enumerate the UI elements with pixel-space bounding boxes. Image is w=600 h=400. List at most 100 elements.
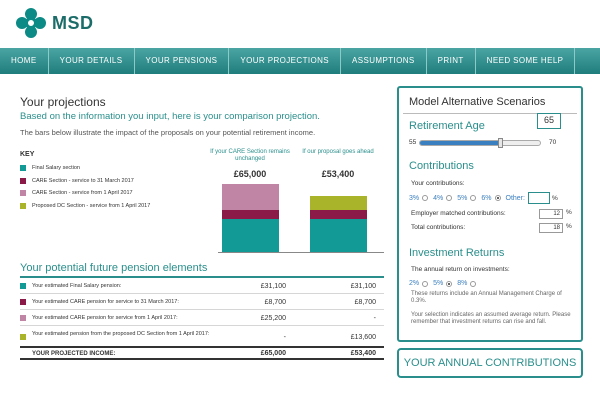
elements-title: Your potential future pension elements [20,262,208,274]
row-value-unchanged: £25,200 [260,315,286,322]
elements-divider [20,276,384,278]
row-label: Your estimated CARE pension for service … [32,315,178,321]
chart-bar-unchanged [222,184,279,252]
row-value-unchanged: £31,100 [260,283,286,290]
nav-your-pensions[interactable]: YOUR PENSIONS [135,48,230,74]
key-swatch-care-from-2017 [20,190,26,197]
nav-your-projections[interactable]: YOUR PROJECTIONS [229,48,342,74]
row-label: Your estimated pension from the proposed… [32,331,210,337]
annual-return-label: The annual return on investments: [411,266,510,273]
chart-total-proposal: £53,400 [321,169,355,179]
charge-note: These returns include an Annual Manageme… [411,291,562,304]
slider-thumb[interactable] [498,138,503,148]
total-contributions-label: Total contributions: [411,224,466,231]
return-option-5[interactable]: 5% [433,280,453,287]
radio-icon[interactable] [470,195,477,201]
contribution-option-6[interactable]: 6% [481,194,501,202]
row-swatch [20,334,26,340]
contribution-option-5[interactable]: 5% [457,195,477,202]
row-value-proposal: £13,600 [350,334,376,341]
row-swatch [20,315,26,321]
main-nav: HOME YOUR DETAILS YOUR PENSIONS YOUR PRO… [0,48,600,74]
row-label: Your estimated Final Salary pension: [32,283,122,289]
retirement-age-heading: Retirement Age [409,120,485,132]
bar-segment-care-from-2017 [222,184,279,211]
contribution-option-4[interactable]: 4% [433,194,453,202]
intro-text: The bars below illustrate the impact of … [20,128,316,137]
slider-max-label: 70 [549,139,557,146]
contribution-option-3[interactable]: 3% [409,194,429,202]
bar-segment-final-salary [310,219,367,252]
contributions-heading: Contributions [409,160,474,172]
nav-need-some-help[interactable]: NEED SOME HELP [476,48,576,74]
row-value-proposal: - [373,315,376,322]
key-swatch-final-salary [20,165,26,172]
nav-your-details[interactable]: YOUR DETAILS [49,48,135,74]
nav-home[interactable]: HOME [0,48,49,74]
row-value-unchanged: £8,700 [264,299,286,306]
option-label: 5% [433,280,444,287]
key-list: Final Salary section CARE Section - serv… [20,162,220,212]
contribution-options: 3% 4% 5% 6% Other: % [409,192,563,204]
radio-icon[interactable] [422,195,429,201]
percent-sign: % [566,223,572,230]
percent-sign: % [566,209,572,216]
radio-selected-icon[interactable] [446,280,453,287]
total-contributions-value: 18 [539,223,563,233]
contribution-option-other[interactable]: Other: % [506,192,558,204]
key-item: Proposed DC Section - service from 1 Apr… [20,200,220,213]
header: MSD [0,0,600,48]
option-label: 2% [409,280,420,287]
msd-logo[interactable]: MSD [16,8,94,38]
return-option-8[interactable]: 8% [457,280,477,287]
other-contribution-input[interactable] [527,192,550,204]
total-value-proposal: £53,400 [350,350,376,357]
elements-table: Your estimated Final Salary pension: £31… [20,278,384,348]
row-swatch [20,283,26,289]
annual-contributions-button[interactable]: YOUR ANNUAL CONTRIBUTIONS [397,348,583,378]
table-row: Your estimated CARE pension for service … [20,294,384,310]
key-label: Proposed DC Section - service from 1 Apr… [32,202,151,209]
chart-total-unchanged: £65,000 [233,169,267,179]
key-label: CARE Section - service from 1 April 2017 [32,190,133,197]
row-value-proposal: £31,100 [350,283,376,290]
radio-icon[interactable] [422,280,429,287]
radio-icon[interactable] [470,280,477,287]
bar-segment-care-to-2017 [222,210,279,220]
your-contributions-label: Your contributions: [411,180,465,187]
scenarios-panel: Model Alternative Scenarios Retirement A… [397,86,583,342]
total-label: YOUR PROJECTED INCOME: [32,351,116,357]
page-title: Your projections [20,95,106,109]
nav-print[interactable]: PRINT [427,48,476,74]
retirement-age-input[interactable]: 65 [537,113,561,129]
key-swatch-dc [20,202,26,209]
slider-min-label: 55 [409,139,417,146]
page-subtitle: Based on the information you input, here… [20,111,320,122]
option-label: 3% [409,194,420,202]
employer-contributions-label: Employer matched contributions: [411,210,506,217]
nav-assumptions[interactable]: ASSUMPTIONS [341,48,427,74]
table-row: Your estimated Final Salary pension: £31… [20,278,384,294]
investment-options: 2% 5% 8% [409,280,481,287]
row-value-unchanged: - [283,334,286,341]
chart-baseline [218,252,384,253]
row-value-proposal: £8,700 [354,299,376,306]
return-option-2[interactable]: 2% [409,280,429,287]
key-swatch-care-to-2017 [20,177,26,184]
radio-icon[interactable] [446,195,453,201]
key-label: Final Salary section [32,165,80,172]
investment-returns-heading: Investment Returns [409,247,505,259]
percent-sign: % [551,194,558,202]
assumed-return-note: Your selection indicates an assumed aver… [411,312,571,325]
brand-name: MSD [52,12,94,33]
total-row: YOUR PROJECTED INCOME: £65,000 £53,400 [20,346,384,360]
radio-selected-icon[interactable] [494,195,501,201]
retirement-age-slider[interactable] [419,138,541,148]
slider-fill [420,141,500,145]
bar-segment-final-salary [222,219,279,252]
option-label: 4% [433,194,444,202]
other-label: Other: [505,194,525,202]
option-label: 6% [481,194,492,202]
key-item: CARE Section - service to 31 March 2017 [20,175,220,188]
key-item: Final Salary section [20,162,220,175]
